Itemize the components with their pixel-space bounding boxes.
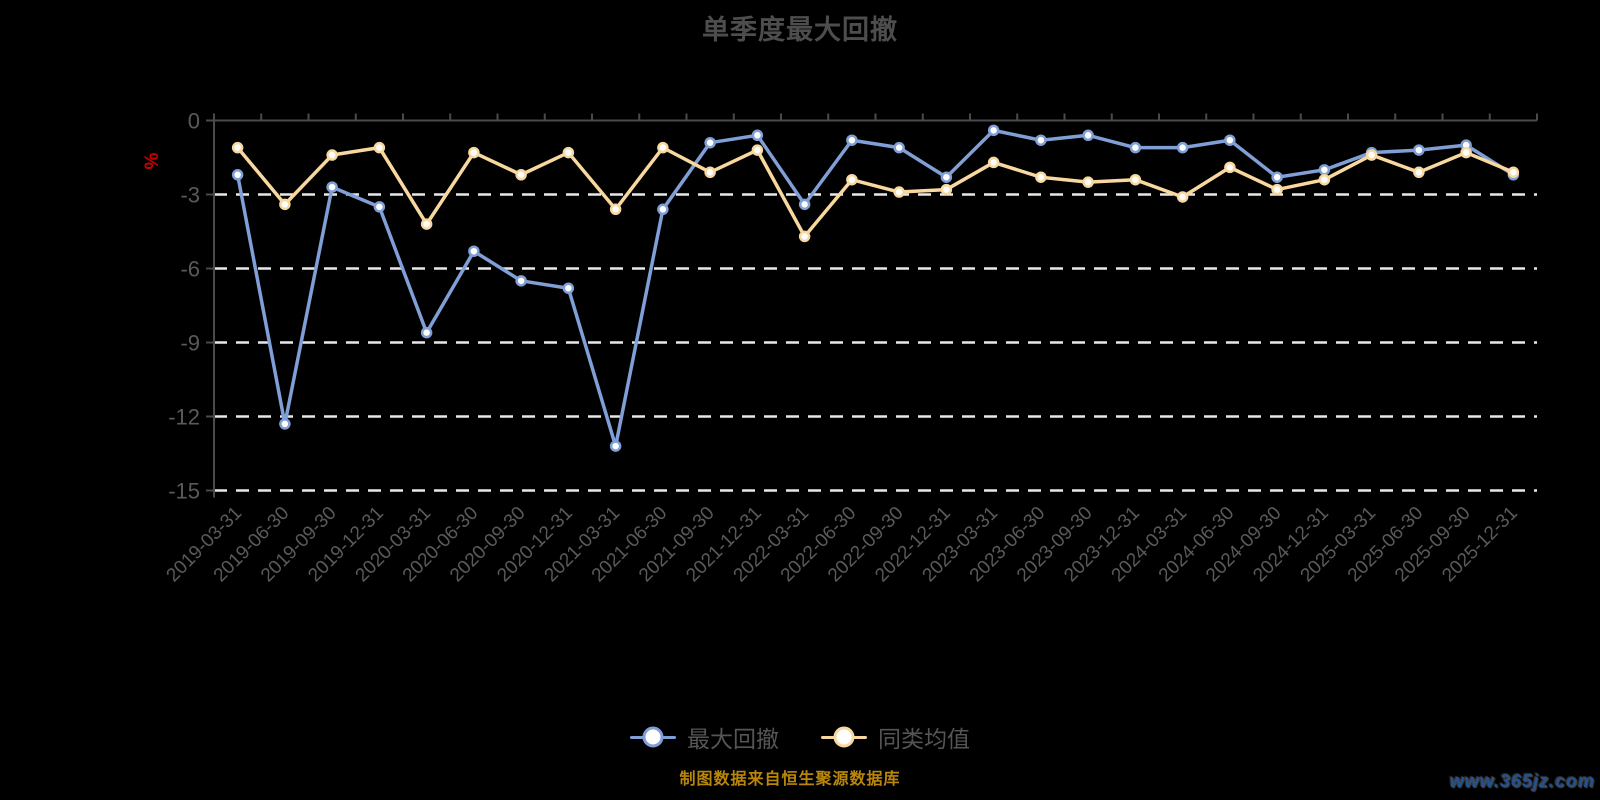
data-point[interactable] bbox=[940, 183, 953, 196]
data-point[interactable] bbox=[515, 169, 527, 181]
data-point[interactable] bbox=[1224, 134, 1236, 146]
legend-item-max-drawdown[interactable]: 最大回撤 bbox=[630, 720, 779, 754]
data-point[interactable] bbox=[279, 198, 291, 211]
legend-label: 最大回撤 bbox=[687, 726, 779, 752]
data-point[interactable] bbox=[326, 181, 338, 193]
chart-legend: 最大回撤 同类均值 bbox=[0, 720, 1600, 754]
data-point[interactable] bbox=[1507, 166, 1520, 179]
data-point[interactable] bbox=[1365, 149, 1378, 161]
data-point[interactable] bbox=[987, 124, 1000, 137]
data-point[interactable] bbox=[562, 146, 575, 159]
data-point[interactable] bbox=[704, 166, 716, 179]
data-point[interactable] bbox=[279, 418, 291, 430]
data-point[interactable] bbox=[1129, 173, 1142, 186]
series-line-1 bbox=[235, 145, 1516, 239]
data-source-note: 制图数据来自恒生聚源数据库 bbox=[679, 771, 901, 788]
data-point[interactable] bbox=[373, 201, 386, 213]
legend-item-category-average[interactable]: 同类均值 bbox=[821, 720, 970, 754]
data-point[interactable] bbox=[893, 186, 905, 198]
data-point[interactable] bbox=[562, 282, 575, 294]
data-point[interactable] bbox=[846, 134, 858, 146]
data-point[interactable] bbox=[1176, 191, 1189, 203]
data-point[interactable] bbox=[940, 171, 953, 183]
data-point[interactable] bbox=[420, 326, 433, 339]
data-point[interactable] bbox=[373, 141, 386, 154]
data-point[interactable] bbox=[798, 198, 811, 211]
data-point[interactable] bbox=[657, 203, 669, 216]
y-axis-label: -6 bbox=[180, 257, 200, 282]
data-point[interactable] bbox=[231, 141, 244, 154]
data-point[interactable] bbox=[515, 275, 527, 287]
y-axis-label: 0 bbox=[188, 109, 200, 134]
data-point[interactable] bbox=[609, 203, 622, 216]
data-point[interactable] bbox=[1318, 173, 1331, 186]
data-point[interactable] bbox=[1460, 146, 1472, 159]
y-axis-label: -15 bbox=[168, 479, 200, 504]
data-point[interactable] bbox=[420, 218, 433, 230]
data-point[interactable] bbox=[1271, 171, 1283, 183]
data-point[interactable] bbox=[893, 141, 905, 154]
data-point[interactable] bbox=[609, 440, 622, 452]
legend-line-icon bbox=[821, 726, 867, 748]
data-point[interactable] bbox=[1176, 141, 1189, 154]
data-point[interactable] bbox=[1413, 166, 1425, 179]
site-watermark: www.365jz.com bbox=[1449, 771, 1595, 791]
data-point[interactable] bbox=[987, 156, 1000, 169]
data-point[interactable] bbox=[704, 136, 716, 149]
data-point[interactable] bbox=[1082, 129, 1094, 142]
data-point[interactable] bbox=[798, 230, 811, 243]
data-point[interactable] bbox=[1224, 161, 1236, 174]
chart-title: 单季度最大回撤 bbox=[702, 15, 898, 45]
y-axis-unit-label: % bbox=[142, 152, 163, 169]
data-point[interactable] bbox=[468, 146, 480, 159]
data-point[interactable] bbox=[751, 144, 764, 156]
data-point[interactable] bbox=[1271, 183, 1283, 196]
data-point[interactable] bbox=[1035, 134, 1047, 146]
data-point[interactable] bbox=[1413, 144, 1425, 156]
data-point[interactable] bbox=[231, 169, 244, 181]
data-point[interactable] bbox=[1129, 141, 1142, 154]
legend-marker-icon bbox=[833, 726, 855, 748]
legend-line-icon bbox=[630, 726, 676, 748]
data-point[interactable] bbox=[846, 173, 858, 186]
data-point[interactable] bbox=[326, 149, 338, 161]
legend-marker-icon bbox=[642, 726, 664, 748]
data-point[interactable] bbox=[1082, 176, 1094, 188]
data-point[interactable] bbox=[1035, 171, 1047, 183]
y-axis-label: -3 bbox=[180, 183, 200, 208]
data-point[interactable] bbox=[1318, 164, 1331, 176]
data-point[interactable] bbox=[468, 245, 480, 257]
data-point[interactable] bbox=[751, 129, 764, 142]
legend-label: 同类均值 bbox=[878, 726, 970, 752]
series-line-0 bbox=[235, 128, 1516, 448]
data-point[interactable] bbox=[657, 141, 669, 154]
y-axis-label: -9 bbox=[180, 331, 200, 356]
y-axis-label: -12 bbox=[168, 405, 200, 430]
